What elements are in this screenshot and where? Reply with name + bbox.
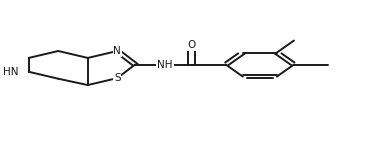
Text: S: S	[114, 73, 121, 83]
Text: NH: NH	[157, 60, 173, 70]
Text: N: N	[113, 46, 121, 56]
Text: O: O	[187, 40, 196, 50]
Text: HN: HN	[3, 67, 19, 77]
